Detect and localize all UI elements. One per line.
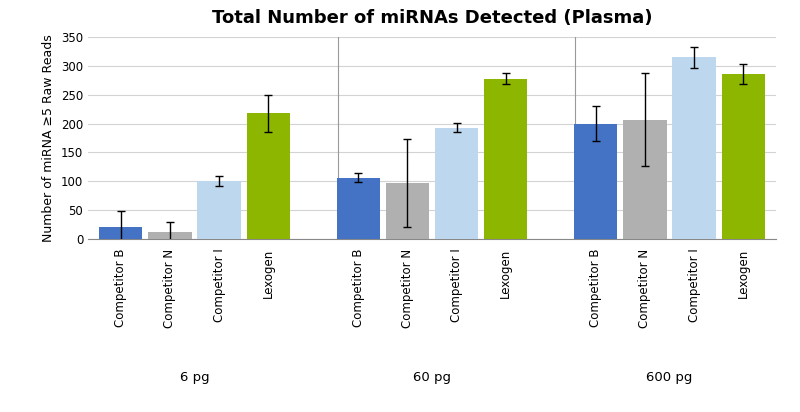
Bar (673, 57, 716, 239)
Y-axis label: Number of miRNA ≥5 Raw Reads: Number of miRNA ≥5 Raw Reads (42, 34, 55, 242)
Text: 60 pg: 60 pg (413, 371, 451, 384)
Bar (246, 113, 290, 239)
Bar (99, 227, 142, 239)
Title: Total Number of miRNAs Detected (Plasma): Total Number of miRNAs Detected (Plasma) (212, 9, 652, 27)
Bar (386, 183, 429, 239)
Bar (435, 128, 478, 239)
Bar (198, 181, 241, 239)
Text: 6 pg: 6 pg (180, 371, 210, 384)
Bar (722, 74, 765, 239)
Bar (574, 124, 618, 239)
Bar (148, 232, 191, 239)
Bar (484, 79, 527, 239)
Bar (623, 119, 666, 239)
Text: 600 pg: 600 pg (646, 371, 693, 384)
Bar (337, 178, 380, 239)
